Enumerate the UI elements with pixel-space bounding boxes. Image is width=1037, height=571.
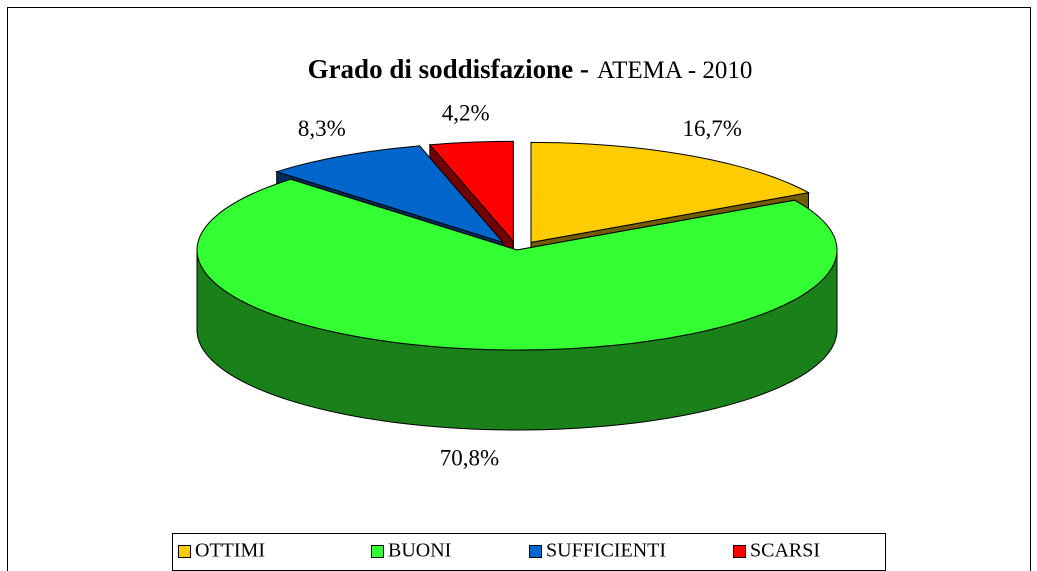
data-label: 16,7% [682,116,741,141]
chart-subtitle: ATEMA - 2010 [597,57,753,84]
slice-top [196,178,838,351]
data-label: 8,3% [298,116,346,141]
legend-swatch [371,545,384,558]
legend-swatch [733,545,746,558]
legend-label: SUFFICIENTI [546,540,666,562]
chart-title: Grado di soddisfazione - [308,54,589,84]
pie-slice [196,178,838,431]
slice-top [530,141,811,244]
slice-top [428,140,514,243]
chart-title-group: Grado di soddisfazione - ATEMA - 2010 [308,54,753,84]
legend-label: OTTIMI [195,540,265,562]
data-label: 70,8% [440,445,499,470]
legend-label: BUONI [388,540,451,562]
legend-label: SCARSI [750,540,820,562]
legend-swatch [178,545,191,558]
legend-swatch [529,545,542,558]
slice-top [274,145,505,244]
data-label: 4,2% [442,101,490,126]
chart-frame [7,7,1031,571]
